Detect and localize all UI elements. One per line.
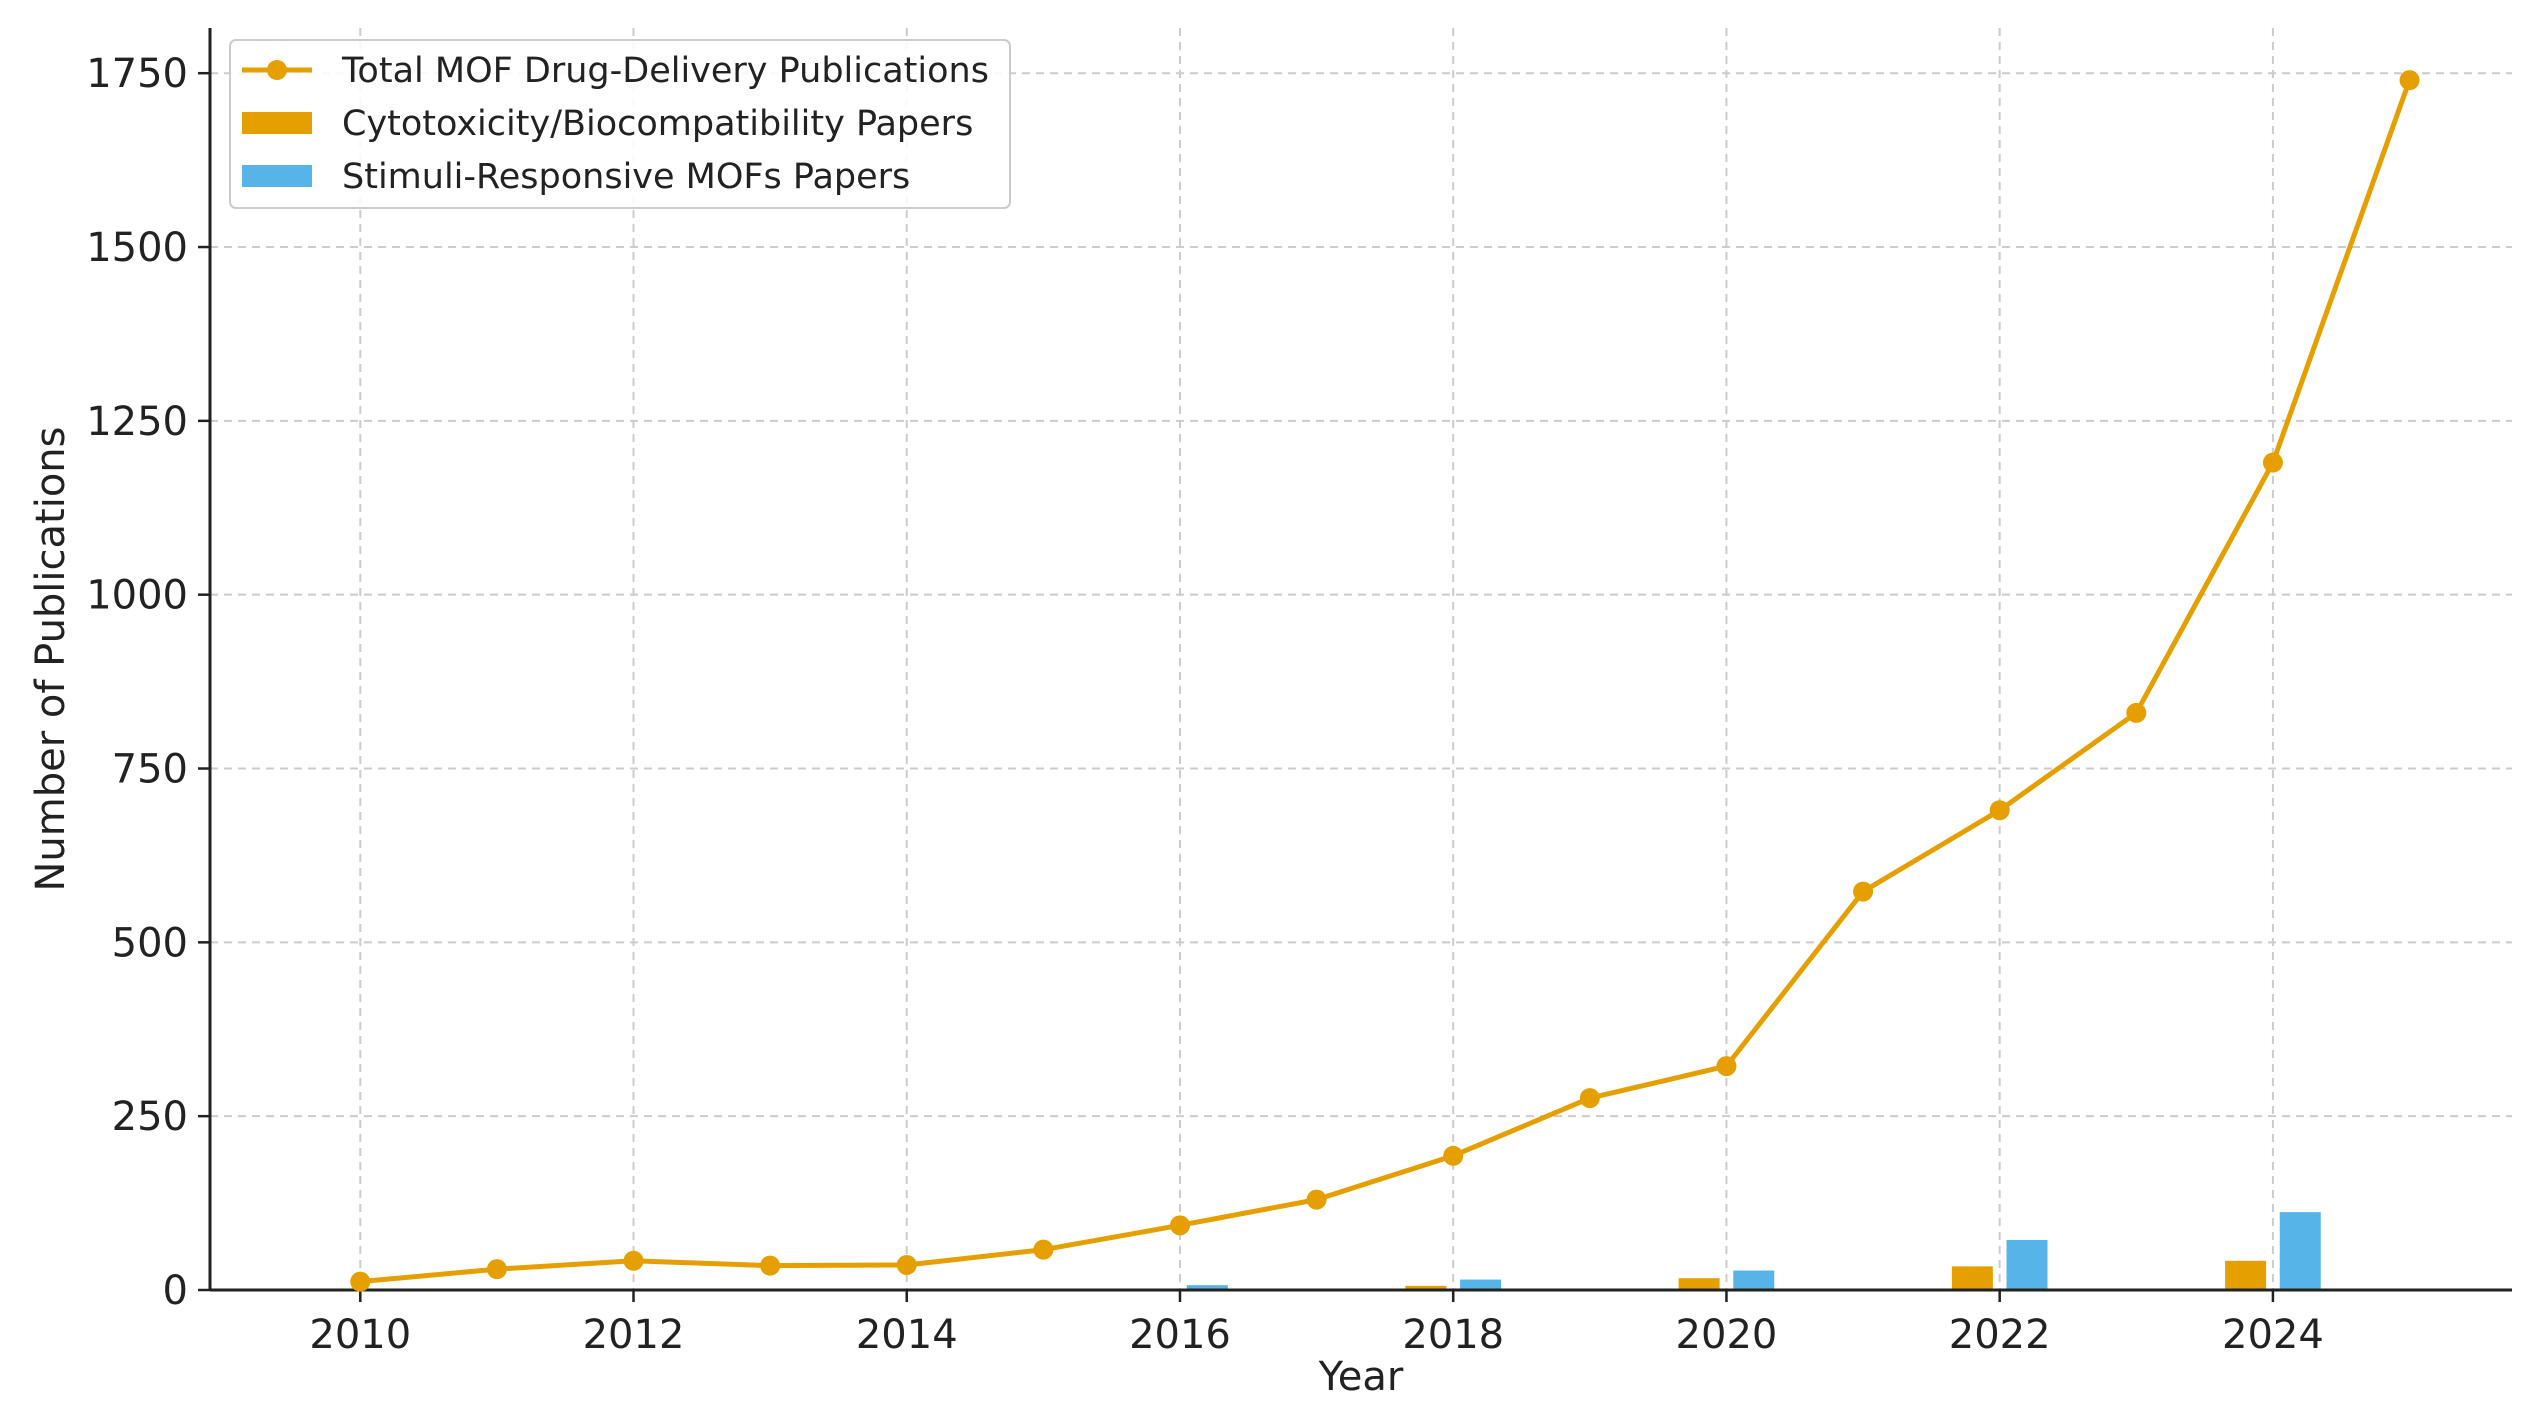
legend-label: Stimuli-Responsive MOFs Papers	[342, 157, 910, 197]
legend-label: Total MOF Drug-Delivery Publications	[341, 51, 989, 91]
legend-label: Cytotoxicity/Biocompatibility Papers	[342, 104, 973, 144]
bar-stimuli-2018	[1460, 1279, 1502, 1290]
line-series	[350, 70, 2420, 1292]
axes	[198, 28, 2512, 1302]
point-2013	[760, 1255, 781, 1276]
point-2022	[1989, 800, 2010, 821]
bar-stimuli-2024	[2279, 1212, 2321, 1290]
bar-stimuli-2020	[1733, 1270, 1775, 1290]
x-tick-label: 2020	[1676, 1312, 1778, 1358]
bar-cytotoxicity-2018	[1405, 1285, 1447, 1290]
x-tick-label: 2014	[856, 1312, 958, 1358]
x-tick-label: 2024	[2222, 1312, 2324, 1358]
y-axis-title: Number of Publications	[28, 426, 74, 891]
y-tick-label: 1750	[86, 51, 188, 97]
x-tick-label: 2010	[309, 1312, 411, 1358]
grid	[210, 28, 2512, 1291]
bars	[1132, 1212, 2321, 1290]
x-tick-label: 2016	[1129, 1312, 1231, 1358]
legend-marker-swatch	[267, 60, 287, 80]
y-tick-label: 250	[112, 1094, 188, 1140]
y-tick-label: 750	[112, 747, 188, 793]
point-2020	[1716, 1056, 1737, 1077]
bar-cytotoxicity-2020	[1678, 1278, 1720, 1290]
point-2011	[486, 1259, 507, 1280]
total-publications-line	[360, 79, 2412, 1285]
legend: Total MOF Drug-Delivery Publications Cyto…	[229, 39, 1011, 209]
x-axis-title: Year	[1318, 1354, 1404, 1400]
y-tick-label: 1250	[86, 399, 188, 445]
point-2024	[2262, 452, 2283, 473]
y-tick-label: 0	[163, 1268, 188, 1314]
point-2015	[1033, 1239, 1054, 1260]
legend-bar-swatch	[242, 112, 312, 134]
point-2018	[1443, 1145, 1464, 1166]
x-tick-label: 2018	[1402, 1312, 1504, 1358]
point-2012	[623, 1250, 644, 1271]
legend-bar-swatch	[242, 165, 312, 187]
point-2025	[2399, 70, 2420, 91]
point-2019	[1579, 1088, 1600, 1109]
point-2021	[1853, 881, 1874, 902]
bar-stimuli-2022	[2006, 1239, 2048, 1290]
point-2017	[1306, 1189, 1327, 1210]
point-2023	[2126, 702, 2147, 723]
bar-cytotoxicity-2024	[2225, 1260, 2267, 1290]
point-2016	[1169, 1215, 1190, 1236]
bar-cytotoxicity-2022	[1951, 1266, 1993, 1290]
y-tick-label: 1000	[86, 573, 188, 619]
y-tick-label: 1500	[86, 225, 188, 271]
bar-stimuli-2016	[1186, 1285, 1228, 1290]
x-tick-label: 2012	[583, 1312, 685, 1358]
point-2014	[896, 1254, 917, 1275]
point-2010	[350, 1271, 371, 1292]
x-tick-label: 2022	[1949, 1312, 2051, 1358]
legend-box	[229, 39, 1011, 209]
tick-labels: 2010 2012 2014 2016 2018 2020 2022 2024 0 250 500 7…	[86, 51, 2324, 1358]
y-tick-label: 500	[112, 920, 188, 966]
